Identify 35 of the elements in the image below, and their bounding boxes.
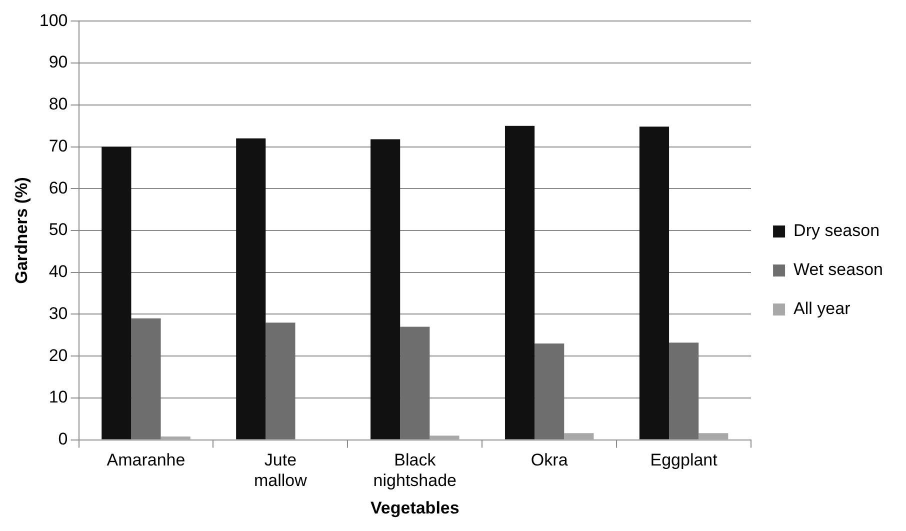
bar [370,139,400,440]
bar [160,436,190,440]
y-tick-label: 20 [48,346,68,365]
y-tick-label: 0 [58,429,68,448]
bar [400,326,430,440]
x-tick-label: Amaranhe [106,450,186,470]
legend-label: All year [794,299,851,318]
bar [504,126,535,440]
bar [669,342,699,440]
x-tick-label: Black nightshade [373,450,456,490]
bar [564,433,594,440]
x-tick-label: Jute mallow [254,450,308,490]
bar [534,344,564,440]
y-tick-label: 10 [48,388,68,407]
y-tick-label: 60 [48,178,68,198]
y-tick-label: 90 [48,52,68,72]
y-tick-label: 70 [48,136,68,156]
bar [102,146,132,440]
y-tick-label: 100 [39,10,68,30]
y-tick-label: 50 [48,220,68,240]
bar [266,322,296,440]
bar [639,126,670,440]
bar [131,318,161,440]
x-tick-label: Eggplant [650,450,718,470]
bar [430,436,460,440]
y-tick-label: 40 [48,262,68,282]
y-axis-title: Gardners (%) [12,177,31,284]
y-tick-label: 30 [48,304,68,323]
legend-label: Dry season [794,221,880,240]
bar [698,433,728,440]
x-axis-title: Vegetables [370,498,460,518]
bar [236,138,266,440]
x-tick-label: Okra [530,450,568,470]
legend-label: Wet season [794,260,884,280]
y-tick-label: 80 [48,94,68,114]
